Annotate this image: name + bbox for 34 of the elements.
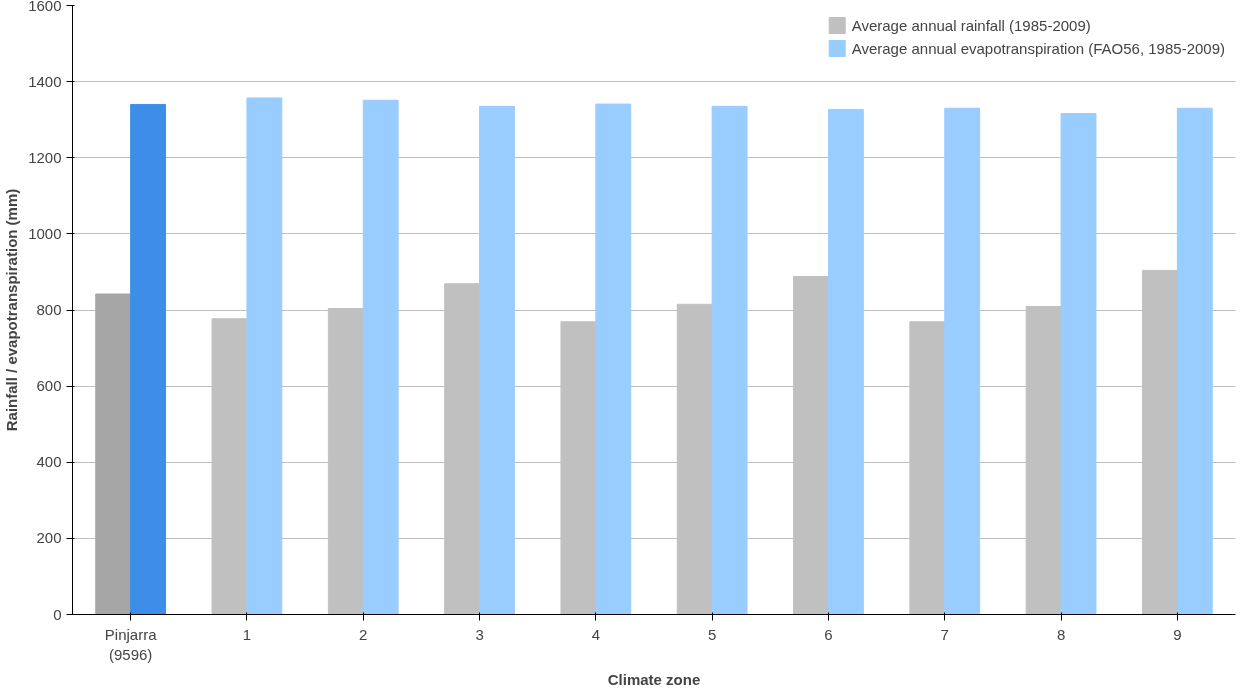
x-tick-label: 1 (242, 625, 252, 643)
x-tick-label: 7 (940, 625, 949, 643)
x-tick-label: 5 (707, 625, 717, 643)
bar (595, 103, 632, 615)
legend-label: Average annual evapotranspiration (FAO56, 1985-2009) (851, 39, 1225, 57)
bar (130, 103, 167, 615)
x-tick-label: 4 (591, 625, 601, 643)
bar (479, 105, 515, 615)
y-axis-title: Rainfall / evapotranspiration (mm) (3, 188, 21, 432)
y-tick-label: 600 (36, 377, 62, 395)
x-tick-label: 9 (1173, 625, 1182, 643)
bar (1060, 113, 1097, 615)
x-tick-label: Pinjarra (9596) (104, 625, 158, 663)
x-tick-label: 3 (475, 625, 484, 643)
bar (95, 293, 132, 615)
x-tick-label: 6 (824, 625, 833, 643)
legend-label: Average annual rainfall (1985-2009) (851, 16, 1091, 34)
y-tick-label: 1200 (28, 148, 62, 166)
x-tick-label: 8 (1056, 625, 1066, 643)
bar (944, 107, 981, 615)
bar (711, 105, 748, 615)
bar (246, 97, 283, 615)
y-tick-label: 200 (36, 529, 62, 547)
y-tick-label: 1600 (28, 0, 62, 14)
y-tick-label: 0 (53, 605, 62, 623)
y-tick-label: 1000 (28, 224, 62, 242)
y-tick-label: 400 (36, 453, 62, 471)
y-tick-label: 1400 (28, 72, 62, 90)
x-axis-title: Climate zone (607, 670, 701, 688)
bar (362, 99, 399, 615)
bar (827, 108, 864, 615)
y-tick-label: 800 (36, 301, 62, 318)
bar (1176, 107, 1213, 615)
x-tick-label: 2 (359, 625, 368, 643)
